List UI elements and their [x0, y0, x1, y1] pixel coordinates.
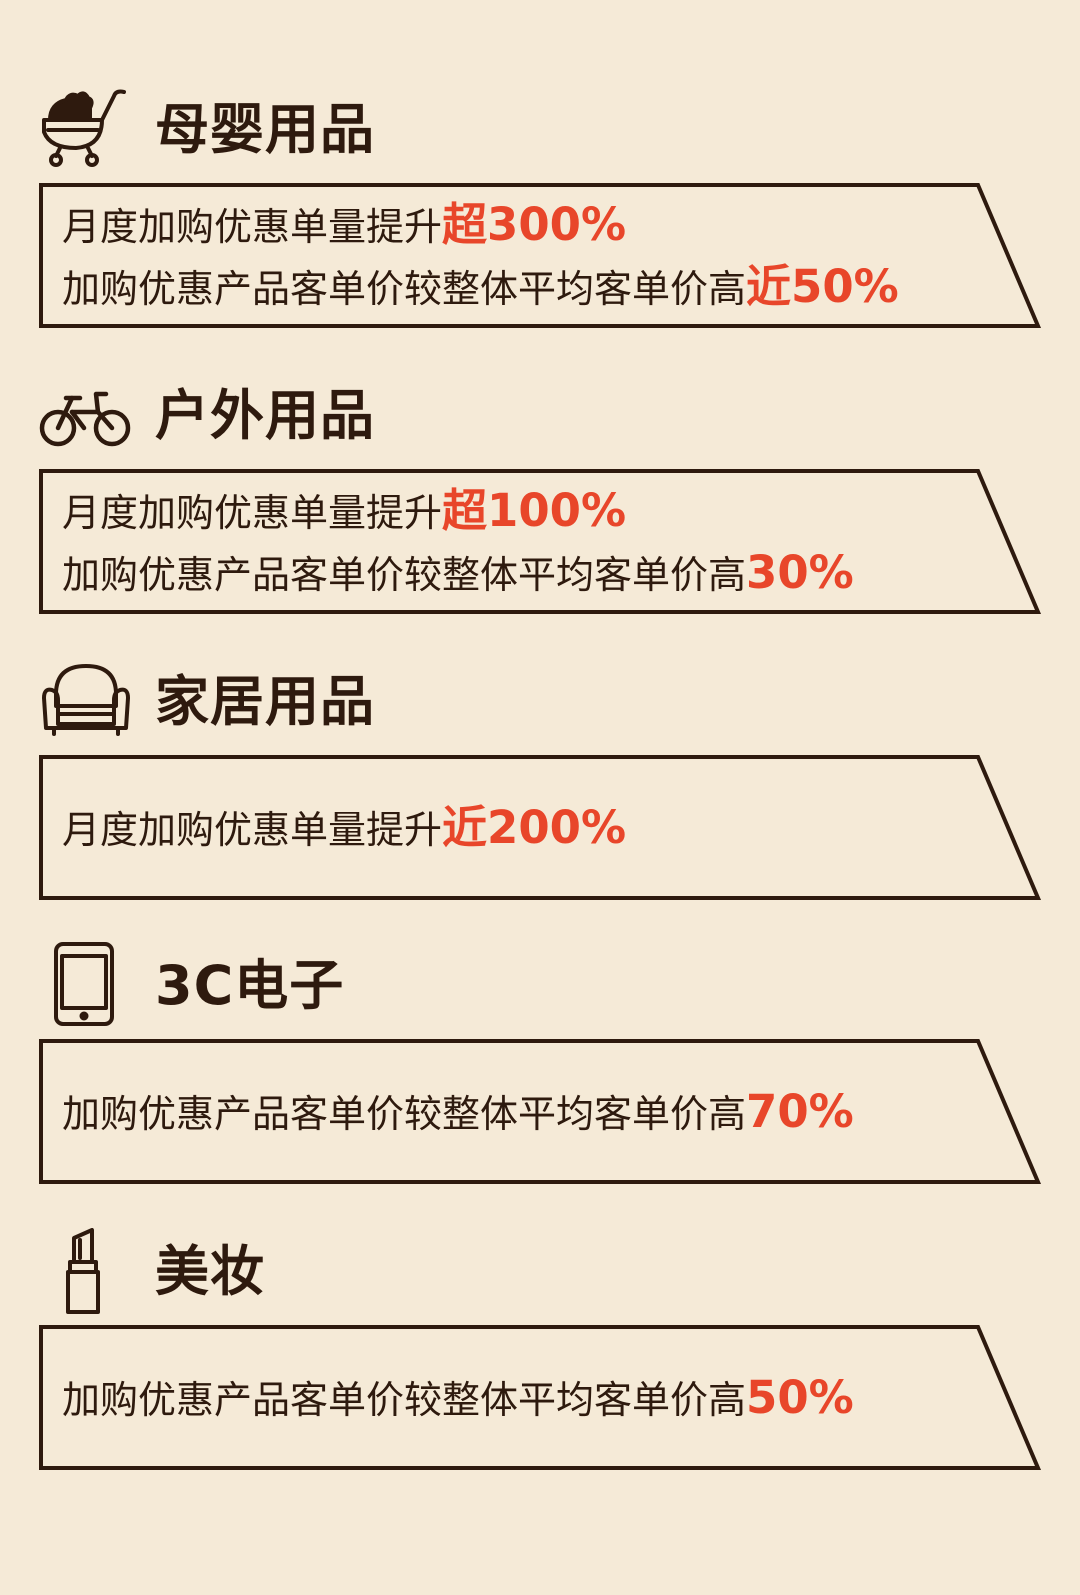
stat-text: 月度加购优惠单量提升	[62, 491, 443, 535]
stat-highlight: 50%	[746, 1371, 854, 1424]
stat-text: 加购优惠产品客单价较整体平均客单价高	[62, 553, 747, 597]
category-title: 母婴用品	[155, 98, 375, 161]
stat-line: 加购优惠产品客单价较整体平均客单价高近50%	[62, 257, 982, 319]
stat-line: 月度加购优惠单量提升近200%	[62, 798, 982, 860]
tablet-icon	[36, 942, 136, 1032]
category-title: 3C电子	[155, 954, 345, 1017]
trapezoid-frame	[39, 1039, 1042, 1184]
stat-highlight: 30%	[746, 546, 854, 599]
category-title: 美妆	[155, 1240, 265, 1303]
stat-highlight: 近50%	[746, 260, 899, 313]
stat-text: 月度加购优惠单量提升	[62, 205, 443, 249]
trapezoid-frame	[39, 755, 1042, 900]
stat-line: 月度加购优惠单量提升超100%	[62, 481, 982, 543]
stat-line: 月度加购优惠单量提升超300%	[62, 195, 982, 257]
stat-highlight: 超100%	[442, 484, 627, 537]
stat-highlight: 近200%	[442, 801, 627, 854]
stats-box: 加购优惠产品客单价较整体平均客单价高50%	[38, 1324, 1062, 1474]
stat-line: 加购优惠产品客单价较整体平均客单价高70%	[62, 1082, 982, 1144]
trapezoid-frame	[39, 183, 1042, 328]
stat-text: 加购优惠产品客单价较整体平均客单价高	[62, 1378, 747, 1422]
category-title: 户外用品	[155, 384, 375, 447]
stats-box: 月度加购优惠单量提升超300% 加购优惠产品客单价较整体平均客单价高近50%	[38, 182, 1062, 332]
stat-text: 月度加购优惠单量提升	[62, 808, 443, 852]
stat-highlight: 70%	[746, 1085, 854, 1138]
armchair-icon	[36, 658, 136, 748]
category-section-home: 家居用品 月度加购优惠单量提升近200%	[0, 658, 1080, 912]
bicycle-icon	[36, 372, 136, 462]
stats-box: 月度加购优惠单量提升超100% 加购优惠产品客单价较整体平均客单价高30%	[38, 468, 1062, 618]
lipstick-icon	[36, 1228, 136, 1318]
baby-stroller-icon	[36, 86, 136, 176]
trapezoid-frame	[39, 1325, 1042, 1470]
stat-highlight: 超300%	[442, 198, 627, 251]
category-section-outdoor: 户外用品 月度加购优惠单量提升超100% 加购优惠产品客单价较整体平均客单价高3…	[0, 372, 1080, 626]
category-section-beauty: 美妆 加购优惠产品客单价较整体平均客单价高50%	[0, 1228, 1080, 1482]
stats-box: 加购优惠产品客单价较整体平均客单价高70%	[38, 1038, 1062, 1188]
stat-line: 加购优惠产品客单价较整体平均客单价高30%	[62, 543, 982, 605]
category-section-electronics: 3C电子 加购优惠产品客单价较整体平均客单价高70%	[0, 942, 1080, 1196]
stat-line: 加购优惠产品客单价较整体平均客单价高50%	[62, 1368, 982, 1430]
stat-text: 加购优惠产品客单价较整体平均客单价高	[62, 267, 747, 311]
stats-box: 月度加购优惠单量提升近200%	[38, 754, 1062, 904]
category-section-baby: 母婴用品 月度加购优惠单量提升超300% 加购优惠产品客单价较整体平均客单价高近…	[0, 86, 1080, 340]
stat-text: 加购优惠产品客单价较整体平均客单价高	[62, 1092, 747, 1136]
category-title: 家居用品	[155, 670, 375, 733]
trapezoid-frame	[39, 469, 1042, 614]
